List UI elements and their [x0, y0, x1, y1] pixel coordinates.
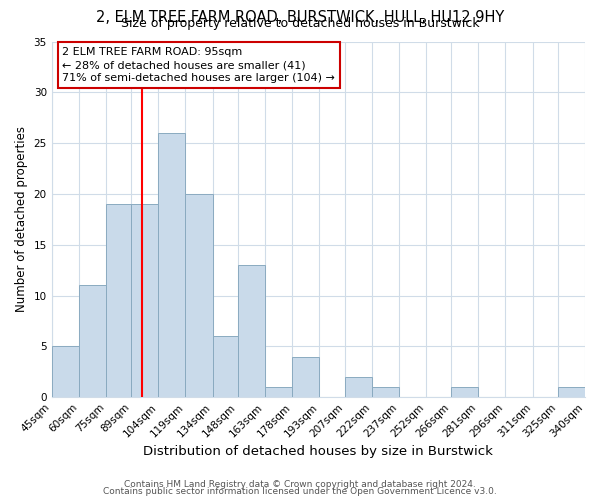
- Text: Size of property relative to detached houses in Burstwick: Size of property relative to detached ho…: [121, 18, 479, 30]
- Bar: [158, 133, 185, 397]
- Bar: [451, 387, 478, 397]
- Y-axis label: Number of detached properties: Number of detached properties: [15, 126, 28, 312]
- Bar: [238, 265, 265, 397]
- Bar: [106, 204, 131, 397]
- Bar: [212, 336, 238, 397]
- X-axis label: Distribution of detached houses by size in Burstwick: Distribution of detached houses by size …: [143, 444, 493, 458]
- Bar: [558, 387, 585, 397]
- Text: Contains HM Land Registry data © Crown copyright and database right 2024.: Contains HM Land Registry data © Crown c…: [124, 480, 476, 489]
- Bar: [292, 356, 319, 397]
- Bar: [344, 377, 371, 397]
- Bar: [79, 286, 106, 397]
- Text: 2 ELM TREE FARM ROAD: 95sqm
← 28% of detached houses are smaller (41)
71% of sem: 2 ELM TREE FARM ROAD: 95sqm ← 28% of det…: [62, 47, 335, 83]
- Text: Contains public sector information licensed under the Open Government Licence v3: Contains public sector information licen…: [103, 487, 497, 496]
- Text: 2, ELM TREE FARM ROAD, BURSTWICK, HULL, HU12 9HY: 2, ELM TREE FARM ROAD, BURSTWICK, HULL, …: [96, 10, 504, 25]
- Bar: [185, 194, 212, 397]
- Bar: [265, 387, 292, 397]
- Bar: [371, 387, 399, 397]
- Bar: [52, 346, 79, 397]
- Bar: [131, 204, 158, 397]
